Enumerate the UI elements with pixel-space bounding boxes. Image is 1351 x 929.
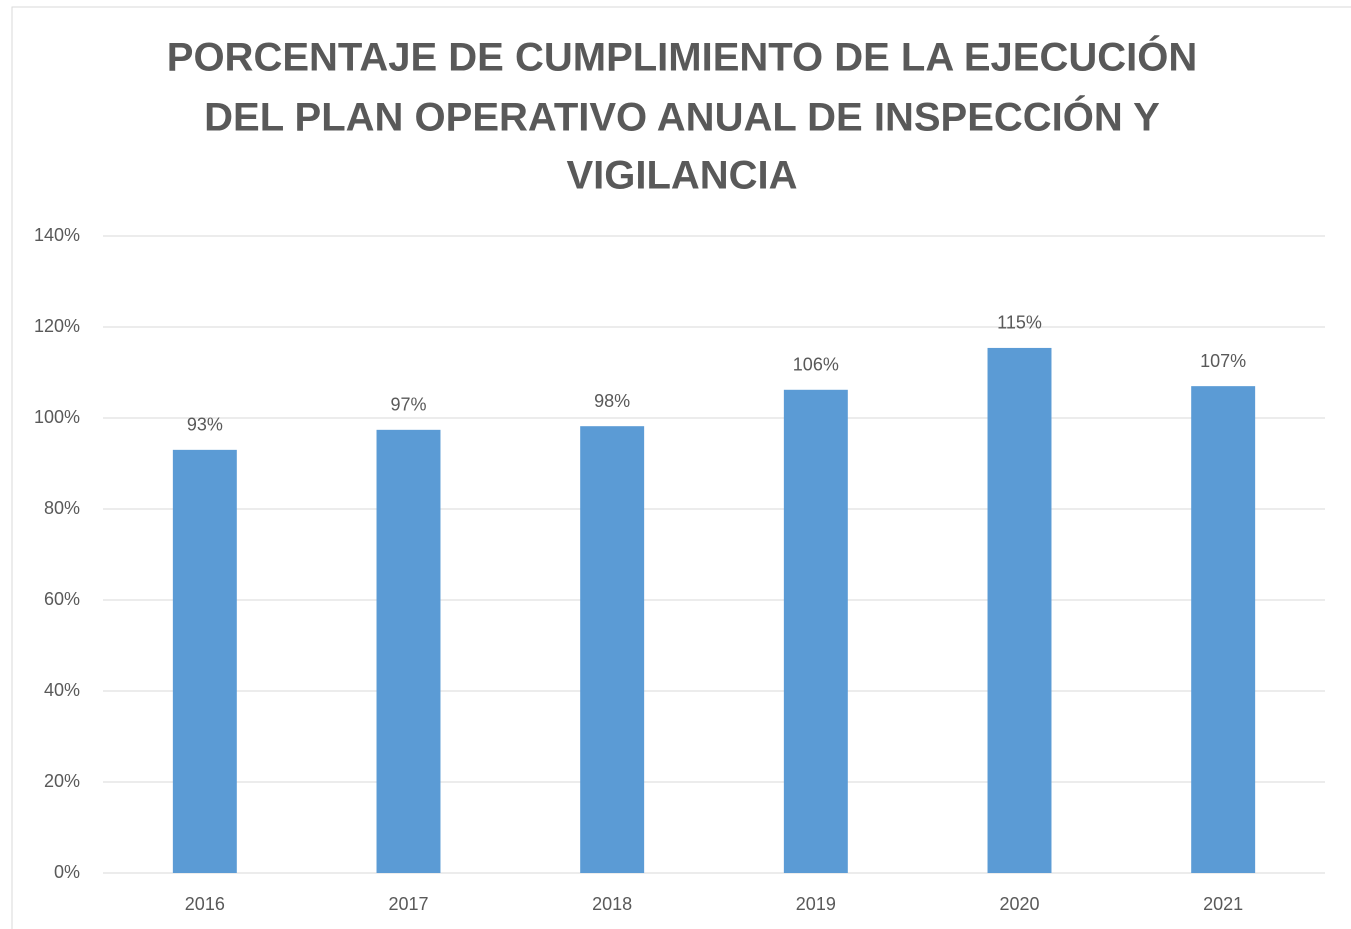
bar xyxy=(783,389,848,873)
data-label: 115% xyxy=(997,313,1042,333)
data-label: 107% xyxy=(1200,351,1246,371)
bar xyxy=(1191,386,1256,873)
bar xyxy=(172,449,237,873)
bar xyxy=(580,426,645,873)
x-tick-label: 2019 xyxy=(796,894,836,914)
x-tick-label: 2018 xyxy=(592,894,632,914)
x-tick-label: 2020 xyxy=(999,894,1039,914)
bar xyxy=(987,347,1052,873)
data-label: 106% xyxy=(793,355,839,375)
y-tick-label: 80% xyxy=(44,498,80,518)
x-tick-label: 2017 xyxy=(388,894,428,914)
x-tick-label: 2016 xyxy=(185,894,225,914)
x-tick-label: 2021 xyxy=(1203,894,1243,914)
y-tick-label: 40% xyxy=(44,680,80,700)
data-label: 93% xyxy=(187,415,223,435)
y-tick-label: 100% xyxy=(34,407,80,427)
chart-title: VIGILANCIA xyxy=(566,154,797,198)
y-tick-label: 140% xyxy=(34,225,80,245)
bar xyxy=(376,429,441,873)
chart-title: PORCENTAJE DE CUMPLIMIENTO DE LA EJECUCI… xyxy=(167,34,1197,80)
data-label: 98% xyxy=(594,391,630,411)
chart-title: DEL PLAN OPERATIVO ANUAL DE INSPECCIÓN Y xyxy=(204,94,1160,140)
data-label: 97% xyxy=(390,395,426,415)
y-tick-label: 120% xyxy=(34,316,80,336)
y-tick-label: 60% xyxy=(44,589,80,609)
y-tick-label: 20% xyxy=(44,771,80,791)
y-tick-label: 0% xyxy=(54,862,80,882)
